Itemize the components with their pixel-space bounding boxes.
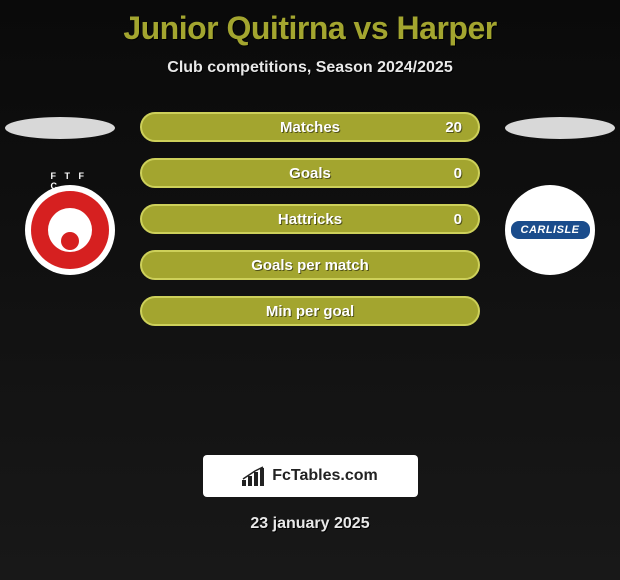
stat-bar-hattricks: Hattricks 0 [140, 204, 480, 234]
player-oval-right [505, 117, 615, 139]
stat-label: Goals per match [251, 257, 369, 274]
team-badge-right-text: CARLISLE [511, 221, 590, 239]
stat-label: Min per goal [266, 303, 354, 320]
stat-bar-min-per-goal: Min per goal [140, 296, 480, 326]
stat-label: Goals [289, 165, 331, 182]
team-badge-left-text: F T F C [51, 171, 90, 191]
team-badge-left-inner: F T F C [31, 191, 109, 269]
stat-label: Matches [280, 119, 340, 136]
footer-brand-text: FcTables.com [272, 467, 378, 485]
team-badge-right: CARLISLE [505, 185, 595, 275]
footer-brand[interactable]: FcTables.com [203, 455, 418, 497]
stat-bars: Matches 20 Goals 0 Hattricks 0 Goals per… [140, 112, 480, 342]
stat-bar-goals-per-match: Goals per match [140, 250, 480, 280]
stat-value-right: 0 [454, 165, 462, 182]
stat-bar-matches: Matches 20 [140, 112, 480, 142]
date-label: 23 january 2025 [0, 515, 620, 533]
ball-icon [61, 232, 79, 250]
team-badge-left: F T F C [25, 185, 115, 275]
stat-value-right: 0 [454, 211, 462, 228]
subtitle: Club competitions, Season 2024/2025 [0, 59, 620, 77]
stat-label: Hattricks [278, 211, 342, 228]
comparison-content: F T F C CARLISLE Matches 20 Goals 0 Hatt… [0, 107, 620, 447]
team-badge-left-center [48, 208, 92, 252]
stat-bar-goals: Goals 0 [140, 158, 480, 188]
player-oval-left [5, 117, 115, 139]
stat-value-right: 20 [445, 119, 462, 136]
page-title: Junior Quitirna vs Harper [0, 0, 620, 47]
bar-chart-icon [242, 466, 266, 486]
